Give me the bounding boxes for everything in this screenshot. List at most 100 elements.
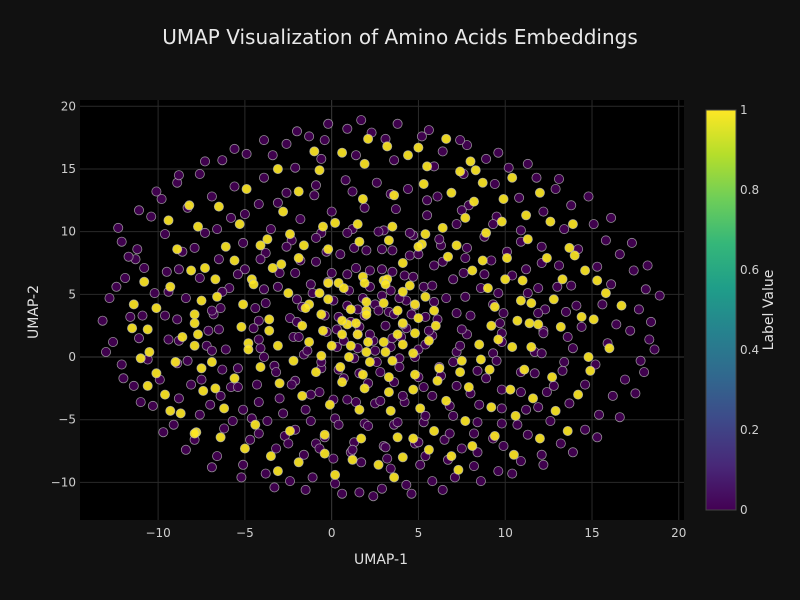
scatter-point [350,262,361,273]
scatter-point [559,356,570,367]
scatter-point [186,379,197,390]
scatter-point [387,266,398,277]
scatter-point [361,309,372,320]
scatter-point [229,255,240,266]
scatter-point [557,365,568,376]
scatter-point [180,444,191,455]
scatter-point [606,212,617,223]
scatter-point [517,275,528,286]
scatter-point [644,334,655,345]
scatter-point [108,336,119,347]
scatter-point [217,364,228,375]
scatter-point [508,449,519,460]
scatter-point [628,265,639,276]
scatter-point [345,304,356,315]
scatter-point [363,336,374,347]
scatter-point [304,336,315,347]
scatter-point [493,288,504,299]
scatter-point [456,355,467,366]
y-tick-label: 10 [61,225,76,239]
scatter-point [512,315,523,326]
scatter-point [604,343,615,354]
scatter-point [258,351,269,362]
scatter-point [359,158,370,169]
scatter-point [392,118,403,129]
y-tick-label: 20 [61,99,76,113]
scatter-point [491,355,502,366]
scatter-point [559,224,570,235]
scatter-point [373,226,384,237]
scatter-point [422,195,433,206]
scatter-point [455,367,466,378]
scatter-point [383,387,394,398]
scatter-point [173,264,184,275]
scatter-point [128,299,139,310]
scatter-point [212,291,223,302]
scatter-point [271,443,282,454]
scatter-point [429,296,440,307]
scatter-point [538,459,549,470]
scatter-point [290,162,301,173]
scatter-point [213,324,224,335]
scatter-point [580,424,591,435]
colorbar-tick-label: 0.8 [740,183,759,197]
scatter-point [330,478,341,489]
scatter-point [451,219,462,230]
scatter-point [232,363,243,374]
scatter-point [455,135,466,146]
scatter-point [616,300,627,311]
x-axis-title: UMAP-1 [354,552,408,568]
scatter-point [392,432,403,443]
scatter-point [206,462,217,473]
colorbar-ticks: 0 0.2 0.4 0.6 0.8 1 [740,103,759,517]
scatter-point [564,398,575,409]
scatter-point [125,311,136,322]
scatter-point [420,229,431,240]
scatter-point [120,272,131,283]
x-tick-label: 15 [584,526,599,540]
scatter-point [486,320,497,331]
chart-title: UMAP Visualization of Amino Acids Embedd… [162,25,638,49]
scatter-point [402,150,413,161]
scatter-point [640,284,651,295]
scatter-point [639,367,650,378]
scatter-point [97,315,108,326]
scatter-point [274,393,285,404]
scatter-point [470,165,481,176]
scatter-point [389,472,400,483]
scatter-point [567,447,578,458]
scatter-point [409,299,420,310]
scatter-point [255,361,266,372]
scatter-point [583,191,594,202]
scatter-point [361,245,372,256]
scatter-point [534,187,545,198]
scatter-point [475,476,486,487]
scatter-point [626,237,637,248]
scatter-point [158,427,169,438]
scatter-point [293,252,304,263]
x-tick-label: 20 [671,526,686,540]
scatter-point [342,394,353,405]
scatter-point [522,158,533,169]
scatter-point [310,232,321,243]
scatter-point [413,313,424,324]
scatter-point [566,200,577,211]
scatter-point [182,355,193,366]
scatter-point [305,415,316,426]
scatter-point [545,216,556,227]
scatter-point [232,269,243,280]
scatter-point [196,374,207,385]
scatter-point [496,418,507,429]
scatter-point [359,202,370,213]
scatter-point [189,340,200,351]
scatter-point [272,197,283,208]
scatter-point [128,380,139,391]
scatter-point [189,242,200,253]
scatter-point [515,225,526,236]
scatter-point [397,390,408,401]
scatter-point [284,229,295,240]
scatter-point [133,205,144,216]
scatter-point [172,314,183,325]
scatter-point [533,308,544,319]
scatter-point [352,219,363,230]
